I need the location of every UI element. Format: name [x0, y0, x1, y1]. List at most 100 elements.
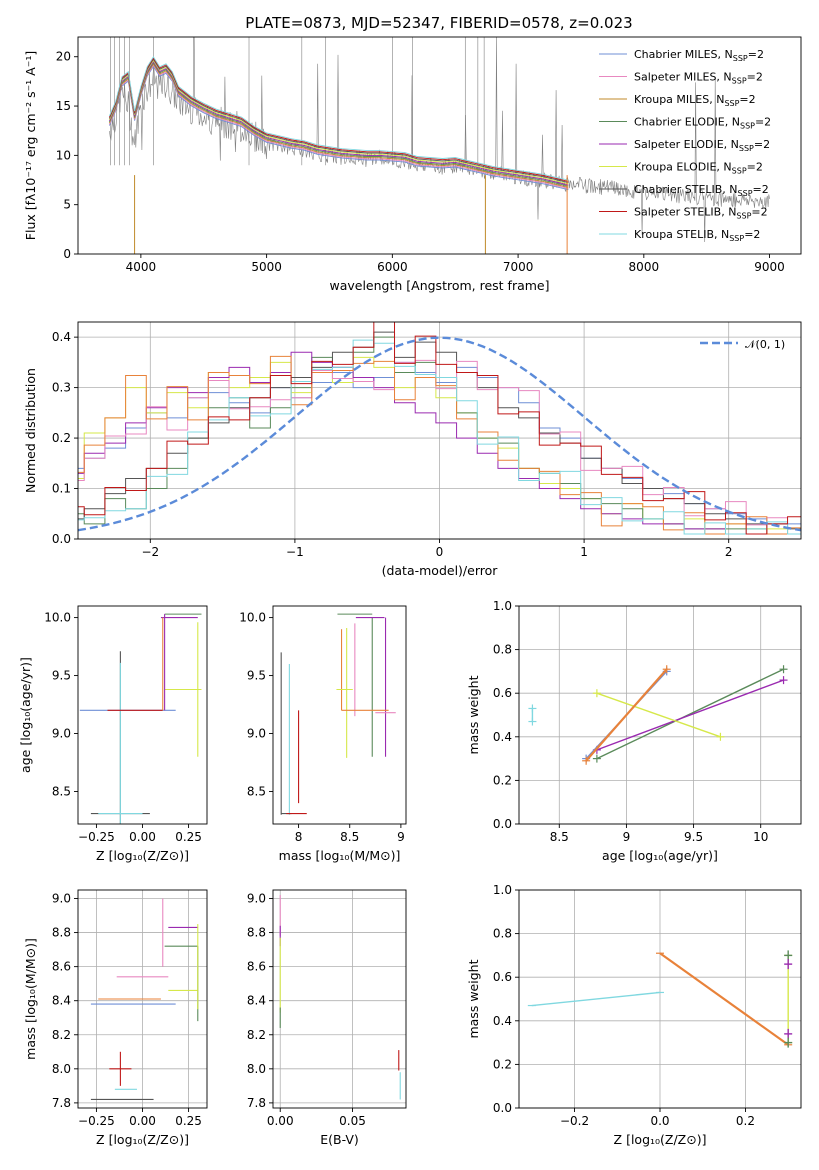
x-tick-label: 0.0: [650, 1114, 669, 1128]
y-tick-label: 8.2: [247, 1028, 266, 1042]
y-tick-label: 0.8: [493, 643, 512, 657]
age-vs-mass-plot-area: [280, 613, 396, 815]
model-spectrum-line: [108, 64, 569, 189]
y-tick-label: 0.4: [493, 730, 512, 744]
mass-weight-line: [585, 668, 668, 762]
y-tick-label: 8.4: [52, 994, 71, 1008]
x-tick-label: 1: [580, 545, 588, 559]
spectrum-plot-area: [108, 37, 770, 254]
x-tick-label: −0.25: [78, 830, 115, 844]
model-spectrum-line: [108, 60, 569, 186]
y-tick-label: 0.2: [52, 431, 71, 445]
y-tick-label: 0.0: [493, 817, 512, 831]
x-tick-label: 10: [753, 830, 768, 844]
mass-vs-EBV-plot-area: [279, 895, 401, 1100]
x-tick-label: 6000: [377, 260, 408, 274]
legend-entry: Chabrier MILES, NSSP=2: [634, 48, 764, 63]
y-tick-label: 8.8: [247, 926, 266, 940]
legend-entry: Chabrier STELIB, NSSP=2: [634, 183, 769, 198]
x-tick-label: 8.5: [340, 830, 359, 844]
age-vs-Z-plot-area: [79, 613, 202, 824]
spectrum-panel: 4000 5000 6000 7000 8000 9000 0 5 10 15 20 waveleng…: [56, 36, 802, 293]
y-tick-label: 0.3: [52, 381, 71, 395]
legend-entry: Kroupa ELODIE, NSSP=2: [634, 161, 763, 176]
x-axis-label: (data-model)/error: [382, 563, 499, 578]
y-tick-label: 1.0: [493, 599, 512, 613]
observed-spectrum-line: [109, 37, 770, 243]
mass-weight-line: [531, 991, 661, 1007]
model-spectrum-line: [108, 59, 569, 185]
legend-entry: 𝒩(0, 1): [745, 338, 785, 351]
x-axis-label: wavelength [Angstrom, rest frame]: [329, 278, 549, 293]
x-tick-label: 7000: [503, 260, 534, 274]
mass-vs-Z-plot-area: [90, 898, 199, 1101]
x-tick-label: 0.25: [175, 830, 202, 844]
legend-entry: Chabrier ELODIE, NSSP=2: [634, 116, 771, 131]
massweight-vs-Z-plot-area: [527, 950, 793, 1048]
y-tick-label: 8.0: [247, 1062, 266, 1076]
legend-entry: Kroupa MILES, NSSP=2: [634, 93, 756, 108]
y-tick-label: 9.0: [247, 892, 266, 906]
x-tick-label: 9: [623, 830, 631, 844]
y-tick-label: 8.6: [52, 960, 71, 974]
axes-frame: [272, 889, 407, 1109]
x-tick-label: 0.2: [736, 1114, 755, 1128]
y-axis-label: mass weight: [466, 959, 481, 1038]
y-tick-label: 0.6: [493, 686, 512, 700]
x-axis-label: age [log₁₀(age/yr)]: [602, 848, 718, 863]
y-tick-label: 0.8: [493, 927, 512, 941]
massweight-vs-Z-panel: −0.2 0.0 0.2 0.0 0.2 0.4 0.6 0.8 1.0 Z [log₁₀(Z/Z…: [493, 883, 802, 1147]
age-vs-Z-panel: −0.25 0.00 0.25 8.5 9.0 9.5 10.0 Z [log₁₀(Z/Z⊙)…: [44, 605, 208, 863]
x-tick-label: 8.5: [550, 830, 569, 844]
y-tick-label: 10.0: [239, 611, 266, 625]
legend-entry: Salpeter MILES, NSSP=2: [634, 71, 763, 86]
y-axis-label: mass weight: [466, 675, 481, 754]
spectrum-legend: Chabrier MILES, NSSP=2 Salpeter MILES, NS…: [599, 48, 771, 243]
mass-vs-Z-panel: −0.25 0.00 0.25 7.8 8.0 8.2 8.4 8.6 8.8 9.0 Z [log…: [52, 889, 208, 1147]
y-tick-label: 10: [56, 148, 71, 162]
y-tick-label: 8.4: [247, 994, 266, 1008]
axes-frame: [518, 605, 802, 825]
x-tick-label: 0.00: [267, 1114, 294, 1128]
y-tick-label: 0.4: [493, 1014, 512, 1028]
y-tick-label: 8.5: [52, 785, 71, 799]
x-tick-label: 2: [725, 545, 733, 559]
y-tick-label: 7.8: [247, 1096, 266, 1110]
x-tick-label: 0.05: [339, 1114, 366, 1128]
x-tick-label: −0.25: [78, 1114, 115, 1128]
x-tick-label: 0.25: [175, 1114, 202, 1128]
legend-entry: Kroupa STELIB, NSSP=2: [634, 228, 760, 243]
mass-weight-line: [659, 952, 789, 1046]
y-tick-label: 0.0: [52, 532, 71, 546]
y-axis-label: mass [log₁₀(M/M⊙)]: [23, 938, 38, 1060]
legend-entry: Salpeter STELIB, NSSP=2: [634, 206, 768, 221]
y-tick-label: 10.0: [44, 611, 71, 625]
axes-frame: [272, 605, 407, 825]
age-vs-mass-panel: 8 8.5 9 8.5 9.0 9.5 10.0 mass [log₁₀(M/M⊙)]: [239, 605, 407, 863]
model-spectrum-line: [108, 56, 569, 181]
x-tick-label: 9000: [754, 260, 785, 274]
y-tick-label: 9.0: [52, 892, 71, 906]
y-tick-label: 5: [63, 198, 71, 212]
x-tick-label: 9.5: [684, 830, 703, 844]
y-tick-label: 8.8: [52, 926, 71, 940]
y-tick-label: 8.6: [247, 960, 266, 974]
mass-weight-line: [596, 679, 784, 751]
y-axis-label: age [log₁₀(age/yr)]: [18, 657, 33, 773]
y-tick-label: 8.0: [52, 1062, 71, 1076]
y-tick-label: 0.0: [493, 1101, 512, 1115]
x-axis-label: Z [log₁₀(Z/Z⊙)]: [614, 1132, 707, 1147]
x-axis-label: mass [log₁₀(M/M⊙)]: [279, 848, 401, 863]
mass-vs-EBV-panel: 0.00 0.05 7.8 8.0 8.2 8.4 8.6 8.8 9.0 E(B-V): [247, 889, 407, 1147]
y-tick-label: 0: [63, 247, 71, 261]
y-tick-label: 1.0: [493, 883, 512, 897]
y-tick-label: 7.8: [52, 1096, 71, 1110]
x-tick-label: 8: [295, 830, 303, 844]
x-tick-label: −0.2: [560, 1114, 589, 1128]
model-spectrum-line: [108, 61, 569, 187]
histogram-series: [78, 322, 801, 535]
y-tick-label: 0.2: [493, 1057, 512, 1071]
y-tick-label: 0.4: [52, 330, 71, 344]
x-tick-label: 8000: [629, 260, 660, 274]
